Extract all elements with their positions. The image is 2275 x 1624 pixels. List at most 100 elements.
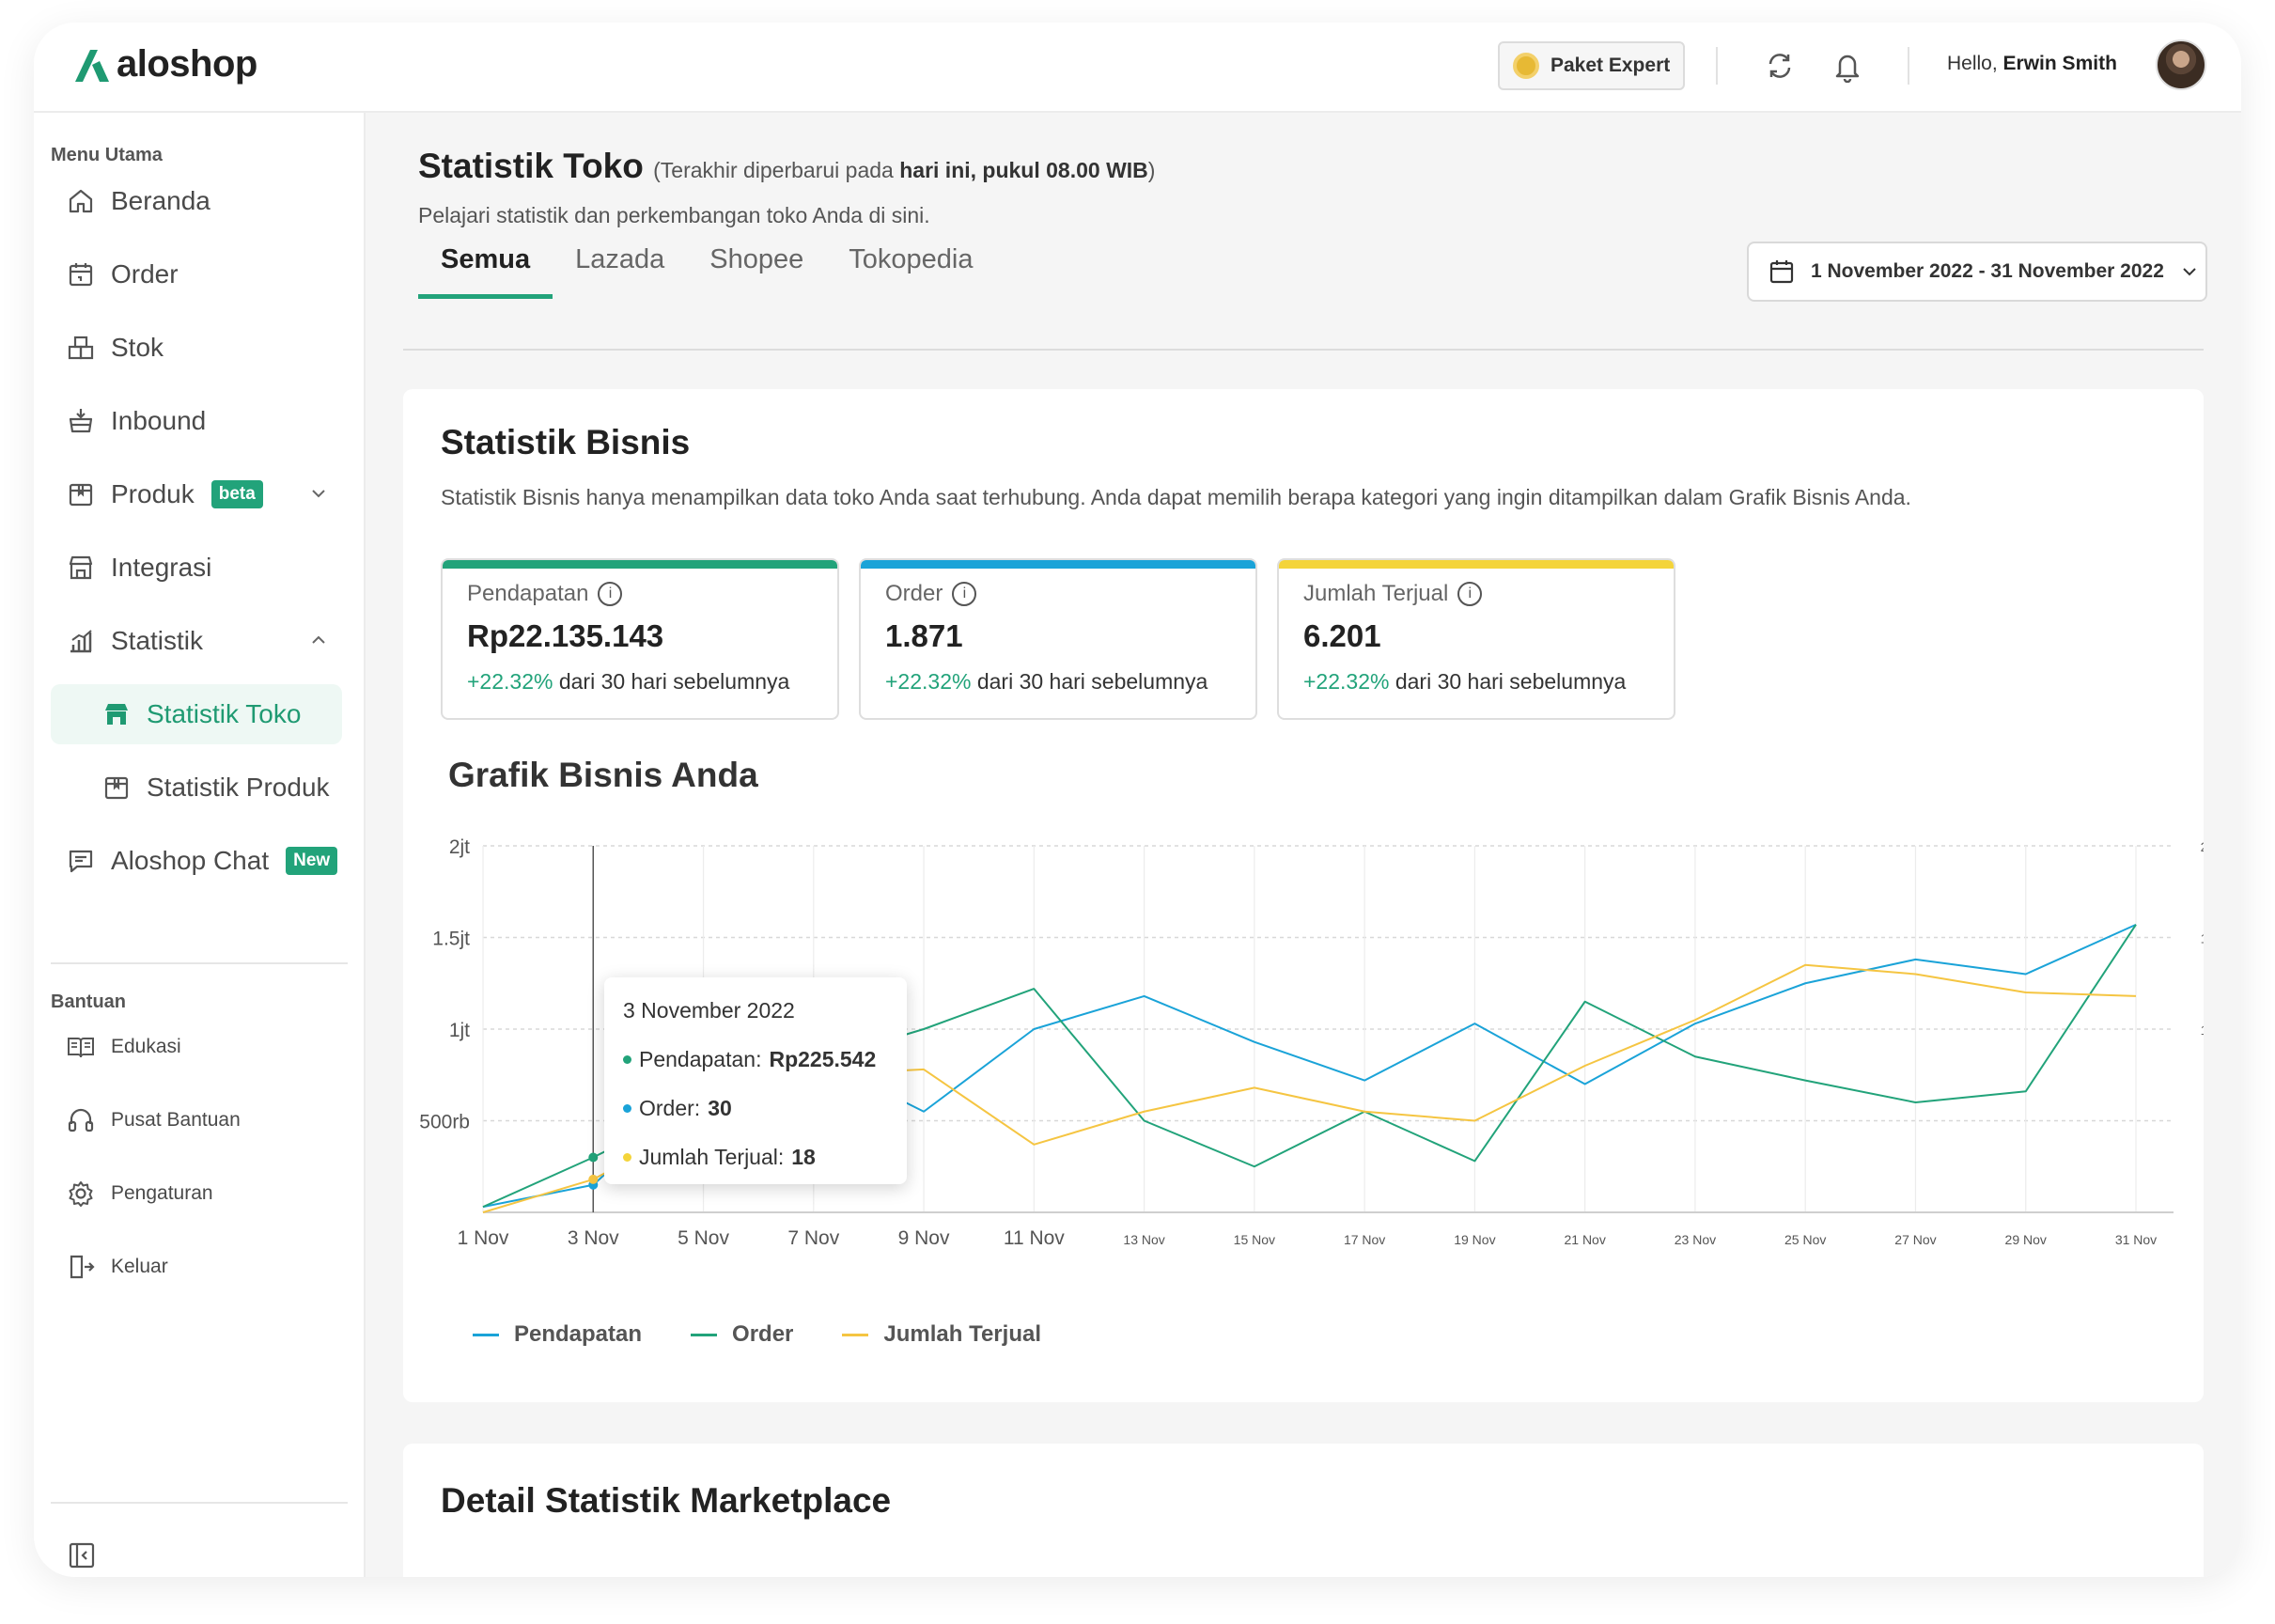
calendar-icon (1769, 260, 1794, 284)
tab-semua[interactable]: Semua (418, 244, 553, 299)
main-content: Statistik Toko (Terakhir diperbarui pada… (366, 113, 2241, 1577)
tab-tokopedia[interactable]: Tokopedia (849, 244, 974, 274)
new-badge: New (286, 847, 338, 875)
chevron-down-icon[interactable] (308, 483, 329, 504)
updated-prefix: (Terakhir diperbarui pada (653, 158, 894, 182)
inbound-icon (69, 409, 93, 433)
brand-logo[interactable]: aloshop (71, 43, 257, 86)
kpi-accent-bar (861, 560, 1255, 569)
plan-button[interactable]: Paket Expert (1498, 41, 1686, 90)
divider (1716, 47, 1718, 85)
tooltip-value: Rp225.542 (769, 1047, 877, 1071)
hover-point-jumlah-terjual (588, 1174, 599, 1184)
sidebar-item-label: Aloshop Chat (111, 846, 270, 875)
brand-name: aloshop (117, 43, 257, 85)
info-icon[interactable]: i (952, 582, 977, 606)
kpi-label: Jumlah Terjual i (1303, 581, 1483, 607)
package-icon (104, 776, 129, 800)
calendar-icon (69, 263, 93, 287)
tooltip-label: Order: (639, 1096, 701, 1120)
sidebar-item-label: Statistik (111, 626, 204, 655)
kpi-label: Pendapatan i (467, 581, 623, 607)
sidebar-item-order[interactable]: Order (51, 244, 342, 304)
info-icon[interactable]: i (598, 582, 623, 606)
user-name: Erwin Smith (2002, 53, 2117, 74)
sidebar-item-label: Pengaturan (111, 1182, 213, 1204)
collapse-sidebar-icon[interactable] (68, 1541, 96, 1569)
greeting-prefix: Hello, (1947, 53, 1998, 74)
sidebar-item-label: Inbound (111, 406, 207, 435)
store-icon (69, 555, 93, 580)
sidebar-item-statistik-toko[interactable]: Statistik Toko (51, 684, 342, 744)
sidebar-item-keluar[interactable]: Keluar (51, 1241, 342, 1293)
legend-label: Pendapatan (514, 1321, 643, 1347)
sidebar-item-integrasi[interactable]: Integrasi (51, 538, 342, 598)
kpi-delta-text: dari 30 hari sebelumnya (558, 669, 790, 694)
sidebar-item-beranda[interactable]: Beranda (51, 171, 342, 231)
y-left-tick-label: 500rb (419, 1112, 470, 1133)
divider (1908, 47, 1909, 85)
legend-item-pendapatan[interactable]: Pendapatan (473, 1321, 642, 1348)
avatar[interactable] (2156, 39, 2206, 90)
kpi-delta-text: dari 30 hari sebelumnya (1395, 669, 1627, 694)
tab-shopee[interactable]: Shopee (709, 244, 804, 274)
chevron-down-icon (2183, 268, 2196, 276)
sidebar-item-pusat-bantuan[interactable]: Pusat Bantuan (51, 1094, 342, 1147)
headset-icon (68, 1108, 94, 1132)
sidebar-item-edukasi[interactable]: Edukasi (51, 1021, 342, 1073)
kpi-value: 1.871 (885, 618, 963, 653)
tooltip-value: 30 (708, 1096, 732, 1120)
last-updated-note: (Terakhir diperbarui pada hari ini, puku… (653, 158, 1155, 182)
legend-item-order[interactable]: Order (691, 1321, 793, 1348)
legend-item-jumlah-terjual[interactable]: Jumlah Terjual (842, 1321, 1041, 1348)
y-right-tick-label: 200 (2201, 839, 2204, 854)
kpi-delta-percent: +22.32% (467, 669, 553, 694)
sidebar-item-statistik[interactable]: Statistik (51, 611, 342, 671)
legend-label: Jumlah Terjual (883, 1321, 1041, 1347)
kpi-card-pendapatan: Pendapatan i Rp22.135.143 +22.32% dari 3… (441, 558, 839, 720)
store-icon (105, 704, 128, 725)
x-tick-label: 11 Nov (1004, 1227, 1065, 1249)
sidebar-item-label: Edukasi (111, 1036, 181, 1057)
legend-label: Order (732, 1321, 794, 1347)
sidebar-item-aloshop-chat[interactable]: Aloshop Chat New (51, 831, 342, 891)
sidebar-item-label: Beranda (111, 186, 210, 215)
plan-label: Paket Expert (1550, 55, 1671, 76)
date-range-picker[interactable]: 1 November 2022 - 31 November 2022 (1747, 242, 2207, 302)
kpi-value: Rp22.135.143 (467, 618, 664, 653)
refresh-icon[interactable] (1763, 49, 1797, 83)
y-right-tick-label: 150 (2201, 931, 2204, 946)
tooltip-label: Pendapatan: (639, 1047, 762, 1071)
sidebar-item-label: Integrasi (111, 553, 212, 582)
page-subtitle: Pelajari statistik dan perkembangan toko… (418, 203, 930, 227)
sidebar: Menu Utama Beranda Order Stok Inbound Pr… (34, 113, 366, 1577)
kpi-label-text: Order (885, 581, 943, 606)
chevron-up-icon[interactable] (308, 630, 329, 650)
package-icon (69, 483, 93, 507)
kpi-value: 6.201 (1303, 618, 1381, 653)
legend-dot (623, 1055, 631, 1064)
sidebar-item-stok[interactable]: Stok (51, 318, 342, 378)
x-tick-label: 27 Nov (1894, 1232, 1936, 1247)
gear-icon (69, 1181, 93, 1207)
tab-lazada[interactable]: Lazada (575, 244, 665, 274)
bell-icon[interactable] (1831, 49, 1864, 83)
sidebar-divider (51, 962, 348, 964)
sidebar-item-produk[interactable]: Produk beta (51, 464, 342, 524)
x-tick-label: 9 Nov (898, 1227, 950, 1249)
sidebar-item-inbound[interactable]: Inbound (51, 391, 342, 451)
tabs-divider (403, 349, 2204, 351)
legend-swatch (473, 1333, 499, 1336)
sidebar-item-label: Statistik Toko (147, 699, 302, 728)
legend-swatch (842, 1333, 869, 1336)
updated-suffix: ) (1147, 158, 1156, 182)
info-icon[interactable]: i (1457, 582, 1483, 606)
y-left-tick-label: 2jt (449, 836, 470, 858)
y-left-tick-label: 1.5jt (432, 929, 470, 950)
page-title-text: Statistik Toko (418, 147, 644, 185)
sidebar-item-pengaturan[interactable]: Pengaturan (51, 1167, 342, 1220)
kpi-label-text: Jumlah Terjual (1303, 581, 1449, 606)
home-icon (69, 189, 93, 213)
x-tick-label: 25 Nov (1784, 1232, 1826, 1247)
sidebar-item-statistik-produk[interactable]: Statistik Produk (51, 757, 342, 818)
